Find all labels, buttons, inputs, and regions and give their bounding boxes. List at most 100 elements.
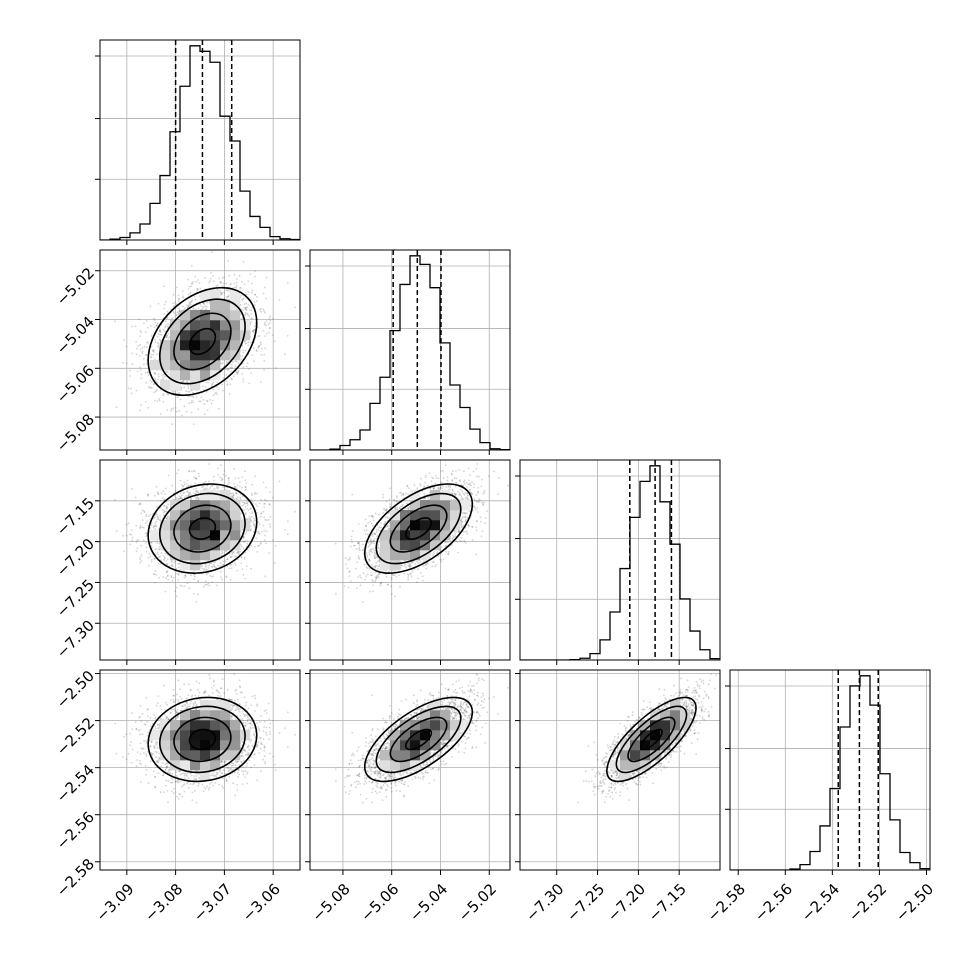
sample-point bbox=[179, 398, 182, 401]
sample-point bbox=[155, 324, 158, 327]
sample-point bbox=[188, 301, 191, 304]
sample-point bbox=[207, 381, 209, 384]
sample-point bbox=[181, 414, 183, 417]
sample-point bbox=[192, 423, 195, 425]
sample-point bbox=[139, 502, 141, 505]
sample-point bbox=[137, 344, 140, 347]
sample-point bbox=[263, 323, 266, 326]
sample-point bbox=[260, 310, 262, 313]
sample-point bbox=[175, 314, 178, 316]
sample-point bbox=[246, 542, 249, 545]
sample-point bbox=[219, 476, 222, 479]
sample-point bbox=[222, 563, 224, 566]
sample-point bbox=[146, 371, 149, 374]
sample-point bbox=[188, 303, 191, 306]
sample-point bbox=[236, 371, 239, 374]
sample-point bbox=[176, 392, 179, 395]
sample-point bbox=[228, 393, 231, 395]
sample-point bbox=[244, 512, 247, 515]
sample-point bbox=[131, 536, 134, 539]
sample-point bbox=[259, 341, 262, 344]
sample-point bbox=[251, 289, 254, 292]
sample-point bbox=[253, 347, 255, 350]
sample-point bbox=[153, 525, 156, 528]
sample-point bbox=[262, 481, 265, 484]
sample-point bbox=[206, 583, 208, 586]
sample-point bbox=[145, 542, 147, 544]
sample-point bbox=[156, 506, 158, 508]
sample-point bbox=[212, 475, 215, 478]
sample-point bbox=[251, 510, 254, 513]
sample-point bbox=[236, 551, 239, 554]
sample-point bbox=[158, 347, 161, 349]
sample-point bbox=[264, 335, 266, 337]
sample-point bbox=[217, 467, 219, 470]
sample-point bbox=[192, 396, 195, 398]
sample-point bbox=[220, 570, 222, 573]
sample-point bbox=[244, 308, 247, 311]
sample-point bbox=[154, 541, 157, 543]
sample-point bbox=[206, 306, 208, 308]
sample-point bbox=[251, 512, 254, 515]
sample-point bbox=[155, 548, 158, 550]
sample-point bbox=[150, 542, 152, 544]
sample-point bbox=[252, 521, 255, 524]
sample-point bbox=[244, 486, 247, 488]
sample-point bbox=[127, 387, 130, 390]
sample-point bbox=[193, 295, 196, 297]
sample-point bbox=[139, 561, 141, 564]
sample-point bbox=[265, 297, 267, 300]
sample-point bbox=[242, 349, 245, 352]
sample-point bbox=[231, 552, 234, 555]
sample-point bbox=[234, 555, 237, 558]
sample-point bbox=[236, 484, 239, 487]
sample-point bbox=[219, 281, 222, 283]
sample-point bbox=[153, 319, 156, 322]
sample-point bbox=[145, 362, 148, 365]
sample-point bbox=[160, 552, 163, 554]
sample-point bbox=[227, 294, 230, 297]
sample-point bbox=[172, 576, 175, 579]
sample-point bbox=[253, 360, 255, 363]
sample-point bbox=[258, 345, 260, 347]
sample-point bbox=[136, 370, 139, 373]
sample-point bbox=[265, 332, 268, 335]
sample-point bbox=[203, 403, 206, 405]
sample-point bbox=[224, 368, 227, 371]
sample-point bbox=[220, 464, 222, 466]
sample-point bbox=[156, 341, 159, 344]
sample-point bbox=[227, 369, 229, 372]
sample-point bbox=[246, 502, 248, 505]
sample-point bbox=[209, 399, 212, 401]
sample-point bbox=[154, 581, 157, 584]
sample-point bbox=[243, 470, 246, 473]
sample-point bbox=[178, 572, 180, 575]
sample-point bbox=[233, 286, 236, 289]
density-cell bbox=[220, 340, 231, 351]
sample-point bbox=[154, 321, 157, 324]
sample-point bbox=[257, 346, 260, 349]
sample-point bbox=[233, 551, 235, 554]
sample-point bbox=[145, 346, 148, 349]
sample-point bbox=[163, 504, 166, 507]
sample-point bbox=[241, 355, 244, 357]
sample-point bbox=[140, 377, 143, 380]
sample-point bbox=[145, 320, 148, 322]
sample-point bbox=[246, 508, 249, 510]
sample-point bbox=[131, 539, 134, 542]
contour-level bbox=[173, 312, 232, 371]
sample-point bbox=[153, 383, 155, 385]
sample-point bbox=[159, 329, 161, 331]
sample-point bbox=[154, 372, 156, 374]
sample-point bbox=[177, 579, 180, 581]
sample-point bbox=[162, 328, 165, 331]
sample-point bbox=[244, 479, 247, 482]
sample-point bbox=[218, 277, 220, 280]
sample-point bbox=[147, 564, 150, 567]
sample-point bbox=[251, 483, 254, 486]
sample-point bbox=[235, 286, 238, 289]
sample-point bbox=[147, 374, 150, 376]
sample-point bbox=[166, 507, 168, 510]
sample-point bbox=[141, 350, 144, 353]
density-cell bbox=[200, 320, 211, 331]
